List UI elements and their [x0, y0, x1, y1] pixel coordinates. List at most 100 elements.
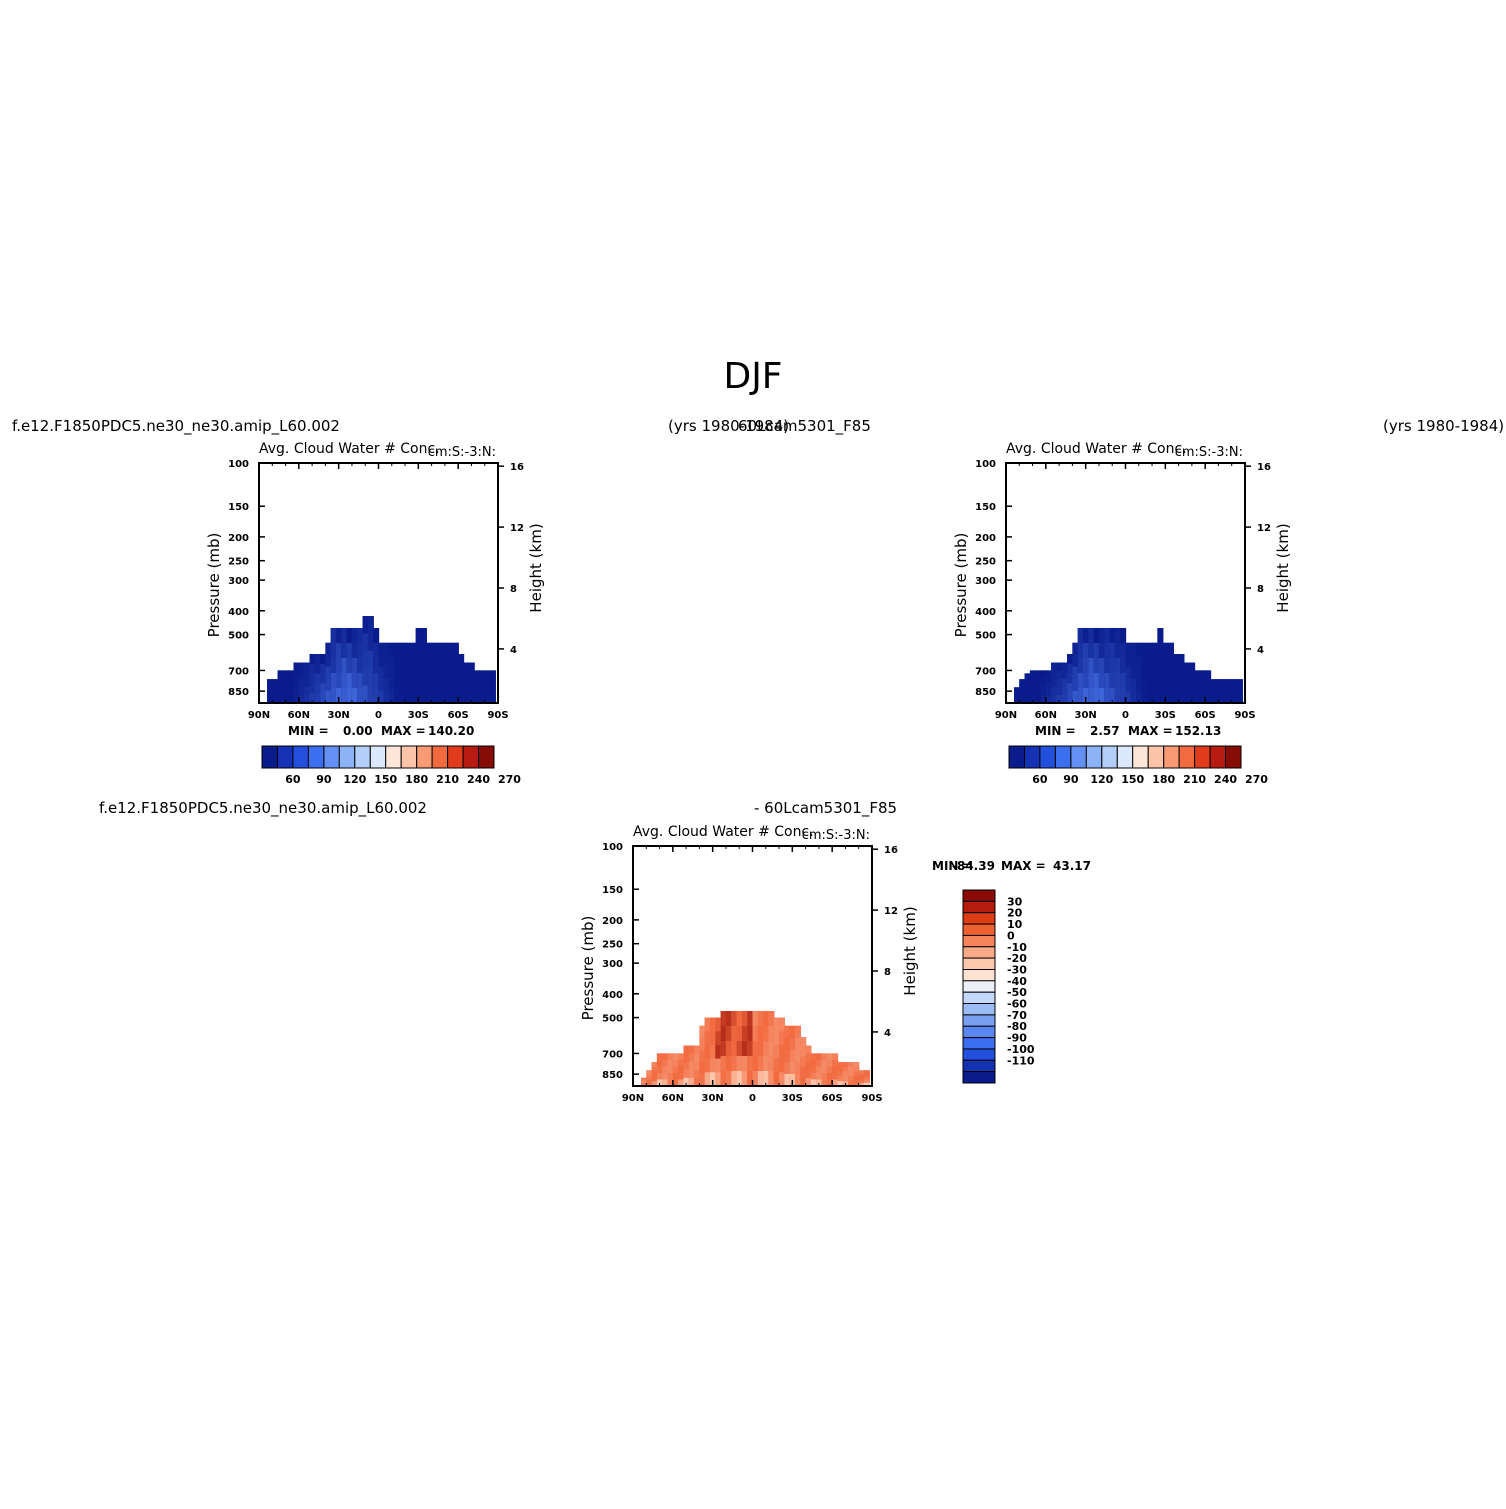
y2-axis-label: Height (km) [1274, 523, 1292, 612]
field-cell [351, 628, 358, 644]
field-cell [646, 1076, 653, 1081]
field-cell [474, 683, 480, 691]
field-cell [452, 678, 459, 692]
field-cell [1077, 688, 1084, 703]
field-cell [309, 673, 316, 684]
field-cell [309, 654, 316, 665]
field-cell [1114, 688, 1121, 703]
field-cell [1056, 686, 1063, 696]
field-cell [288, 696, 295, 703]
field-cell [1014, 687, 1020, 691]
field-cell [795, 1025, 801, 1039]
field-cell [731, 1041, 738, 1057]
field-cell [468, 670, 475, 680]
field-cell [1035, 690, 1042, 697]
field-cell [378, 678, 385, 692]
y-tick-label: 850 [228, 687, 249, 698]
field-cell [837, 1081, 844, 1086]
field-cell [1120, 673, 1127, 689]
colorbar-box [323, 745, 340, 769]
y-tick-label: 200 [228, 533, 249, 544]
field-cell [853, 1067, 860, 1073]
field-cell [490, 683, 496, 691]
field-cell [1168, 691, 1174, 703]
field-cell [710, 1017, 716, 1032]
y-tick-label: 250 [228, 557, 249, 568]
field-cell [304, 662, 310, 672]
field-cell [426, 691, 433, 703]
colorbar-label: 90 [1063, 773, 1079, 786]
field-cell [1178, 654, 1185, 665]
field-cell [367, 633, 374, 652]
field-cell [1173, 683, 1180, 694]
field-cell [800, 1076, 807, 1086]
field-cell [399, 691, 406, 703]
field-cell [816, 1053, 823, 1061]
colorbar-label: -70 [1007, 1009, 1027, 1022]
field-cell [1226, 688, 1233, 694]
field-cell [837, 1062, 844, 1068]
field-cell [277, 677, 284, 684]
field-cell [336, 673, 342, 689]
field-cell [1014, 693, 1020, 698]
field-cell [1237, 693, 1243, 699]
field-cell [1205, 677, 1212, 684]
field-cell [421, 658, 427, 674]
field-cell [399, 678, 406, 692]
field-cell [1093, 628, 1100, 644]
colorbar-label: 240 [1214, 773, 1237, 786]
colorbar-label: -40 [1007, 975, 1027, 988]
x-tick-label: 90S [861, 1093, 882, 1104]
colorbar-label: 10 [1007, 918, 1023, 931]
field-cell [346, 628, 353, 644]
field-cell [1067, 654, 1073, 665]
colorbar-box [307, 745, 325, 769]
x-tick-label: 60N [288, 710, 310, 721]
field-cell [1125, 678, 1132, 692]
field-cell [832, 1060, 839, 1067]
field-cell [1178, 663, 1185, 675]
field-cell [1194, 690, 1201, 697]
y2-tick-label: 4 [884, 1028, 891, 1039]
field-cell [282, 690, 289, 697]
field-cell [1029, 690, 1036, 697]
field-cell [373, 628, 380, 644]
field-cell [667, 1053, 674, 1061]
field-cell [421, 628, 427, 644]
y2-tick-label: 4 [510, 645, 517, 656]
x-tick-label: 30N [702, 1093, 724, 1104]
field-cell [741, 1071, 748, 1086]
field-cell [646, 1082, 653, 1086]
colorbar-label: -80 [1007, 1020, 1027, 1033]
colorbar-box [1054, 745, 1072, 769]
field-cell [646, 1073, 653, 1077]
field-cell [293, 678, 300, 688]
field-cell [821, 1073, 828, 1080]
field-cell [1029, 677, 1036, 684]
field-cell [1109, 628, 1116, 644]
field-cell [272, 684, 279, 690]
field-cell [341, 628, 348, 644]
field-cell [1035, 683, 1042, 691]
field-cell [731, 1071, 738, 1086]
field-cell [683, 1077, 690, 1086]
field-cell [373, 688, 380, 703]
field-cell [1215, 684, 1222, 690]
y2-tick-label: 16 [884, 845, 898, 856]
field-cell [1226, 679, 1233, 685]
colorbar-box [292, 745, 309, 769]
panel3-case-label: f.e12.F1850PDC5.ne30_ne30.amip_L60.002 [99, 799, 427, 818]
colorbar-box [1194, 745, 1211, 769]
field-cell [325, 654, 332, 668]
field-cell [442, 691, 449, 703]
field-cell [410, 678, 417, 692]
max-label: MAX = [1001, 859, 1046, 873]
field-cell [1051, 678, 1057, 688]
field-cell [672, 1060, 679, 1067]
field-cell [1146, 654, 1153, 668]
y-tick-label: 300 [228, 576, 249, 587]
field-cell [1093, 673, 1100, 689]
field-cell [741, 1041, 748, 1057]
field-cell [800, 1046, 807, 1058]
field-cell [490, 690, 496, 697]
